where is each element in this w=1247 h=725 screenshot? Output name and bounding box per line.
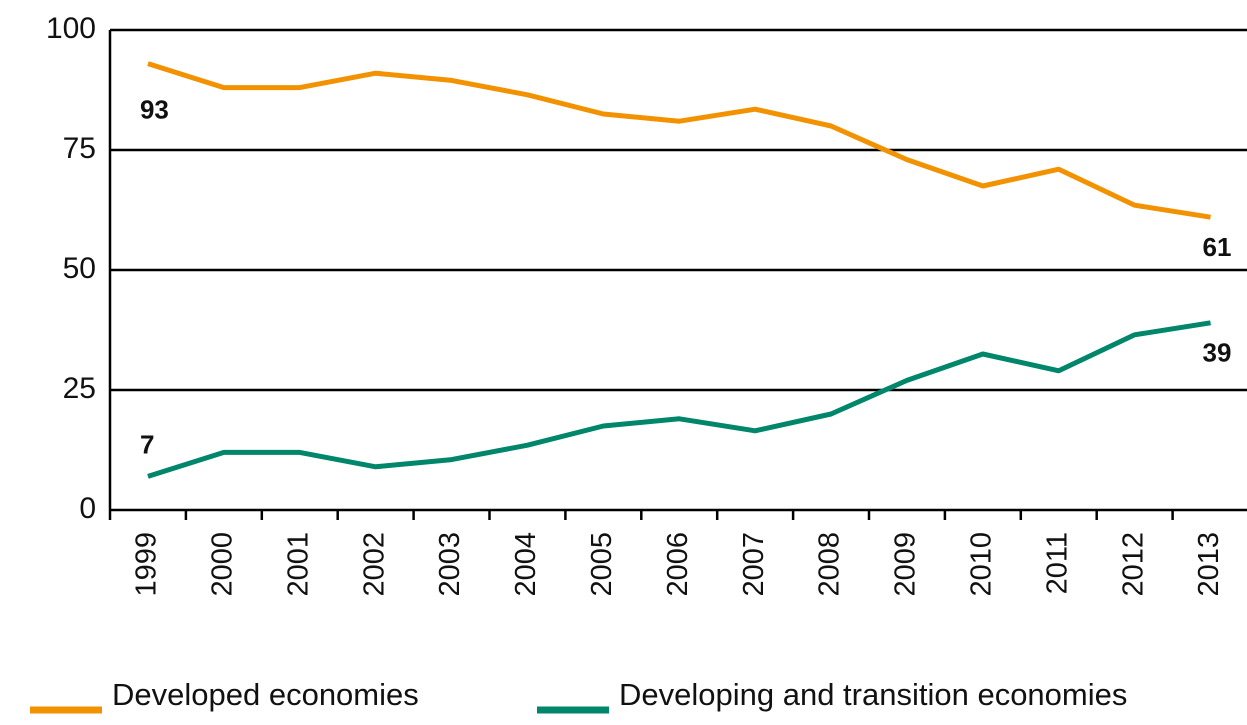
data-line [147,61,1211,220]
y-tick-label: 0 [79,492,96,525]
data-label: 93 [140,94,169,124]
y-tick-label: 75 [63,132,96,165]
legend-label: Developing and transition economies [619,677,1127,712]
data-label: 61 [1203,232,1232,262]
x-tick-label: 2011 [1041,532,1073,594]
data-label: 39 [1203,338,1232,368]
x-tick-label: 2005 [586,532,618,597]
x-tick-label: 2006 [662,532,694,597]
x-tick-label: 2012 [1117,532,1149,597]
x-tick-label: 2010 [966,532,998,597]
y-tick-label: 50 [63,252,96,285]
x-tick-label: 2000 [207,532,239,597]
data-label: 7 [140,429,154,459]
data-line [147,320,1211,479]
x-tick-label: 2003 [434,532,466,597]
x-tick-label: 2008 [814,532,846,597]
legend-label: Developed economies [112,677,419,712]
y-tick-label: 25 [63,372,96,405]
y-tick-label: 100 [46,12,96,45]
x-tick-label: 1999 [131,532,163,597]
x-tick-label: 2002 [358,532,390,597]
x-tick-label: 2009 [890,532,922,597]
x-tick-label: 2001 [282,532,314,597]
x-tick-label: 2013 [1193,532,1225,597]
x-tick-label: 2004 [510,532,542,597]
x-tick-label: 2007 [738,532,770,597]
